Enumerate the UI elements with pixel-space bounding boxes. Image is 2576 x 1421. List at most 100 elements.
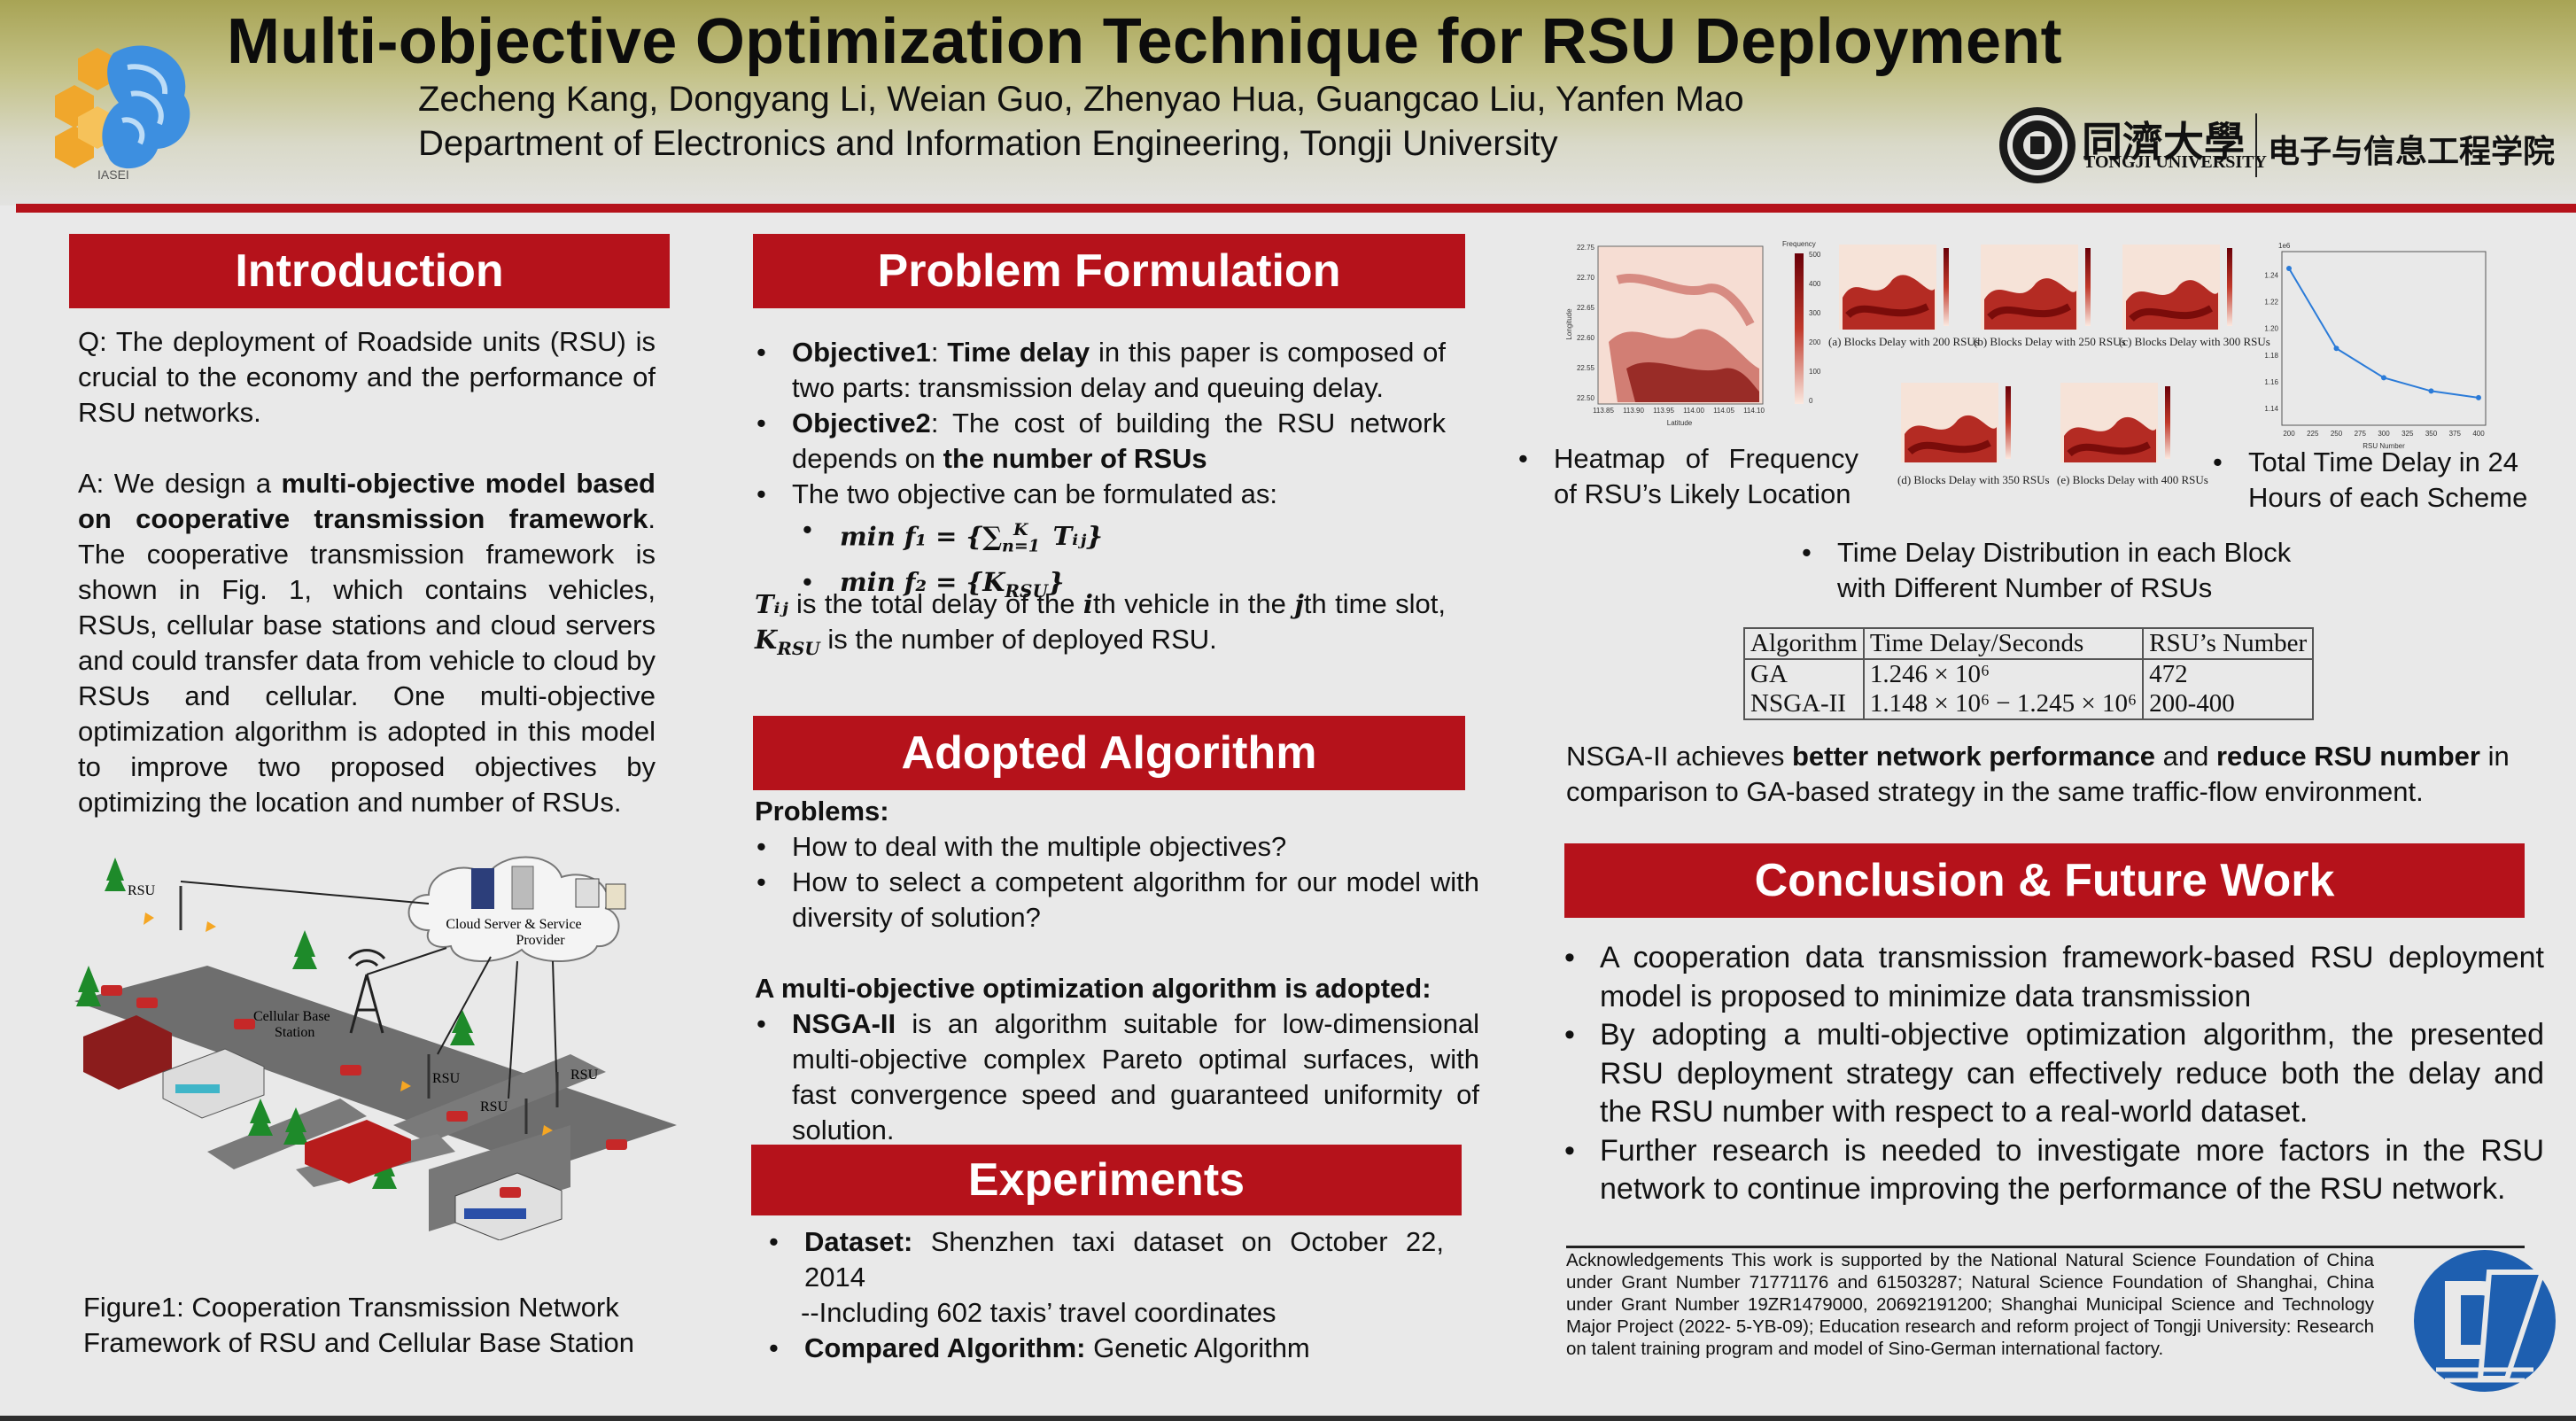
def-t: Tᵢⱼ [755, 589, 788, 619]
line-chart-x-tick: 400 [2472, 430, 2485, 438]
heatmap-colorbar-tick: 100 [1809, 368, 1821, 376]
def-k-sub: RSU [777, 638, 820, 660]
logo-divider [2255, 113, 2257, 177]
delay-data-point [2428, 388, 2434, 394]
dataset-sub: --Including 602 taxis’ travel coordinate… [801, 1297, 1276, 1328]
heatmap-lon-tick: 114.00 [1683, 407, 1704, 415]
heatmap-lon-tick: 114.10 [1743, 407, 1765, 415]
acknowledgement: Acknowledgements This work is supported … [1566, 1250, 2374, 1359]
compared-item: Compared Algorithm: Genetic Algorithm [767, 1331, 1444, 1366]
objective1-item: Objective1: Time delay in this paper is … [755, 335, 1446, 406]
formula-f2: min f₂ = {KRSU} [755, 564, 1446, 609]
total-delay-line-chart: 1e6 1.24 1.22 1.20 1.18 1.16 1.14 200 225 250 27… [2264, 242, 2487, 450]
conclusion-list: A cooperation data transmission framewor… [1563, 939, 2544, 1209]
def-i: i [1082, 589, 1093, 619]
conclusion-item-1: A cooperation data transmission framewor… [1563, 939, 2544, 1016]
heatmap-colorbar-tick: 500 [1809, 251, 1821, 259]
delay-data-point [2286, 266, 2292, 272]
summary-post: in comparison to GA-based strategy in th… [1566, 741, 2510, 807]
caption-e: (e) Blocks Delay with 400 RSUs [2057, 473, 2208, 486]
delay-data-point [2476, 394, 2481, 400]
heatmap-colorbar-label: Frequency [1782, 240, 1816, 248]
heatmap-colorbar-tick: 200 [1809, 338, 1821, 346]
problems-label: Problems: [755, 796, 889, 827]
heatmap-colorbar-ticks: 500 400 300 200 100 0 [1809, 251, 1821, 405]
heatmap-xlabel: Latitude [1667, 419, 1693, 427]
objective2-bold: the number of RSUs [943, 443, 1207, 474]
intro-answer-prefix: A: We design a [78, 468, 282, 499]
heatmap-lat-tick: 22.65 [1577, 304, 1595, 312]
table-header-cell: RSU’s Number [2142, 627, 2315, 660]
nsga-item: NSGA-II is an algorithm suitable for low… [755, 1006, 1479, 1148]
variable-definition: Tᵢⱼ is the total delay of the ith vehicl… [755, 586, 1446, 666]
heatmap-lon-tick: 114.05 [1713, 407, 1734, 415]
summary-mid: and [2154, 741, 2216, 772]
heatmap-lat-ticks: 22.75 22.70 22.65 22.60 22.55 22.50 [1577, 244, 1595, 402]
table-header-cell: Time Delay/Seconds [1862, 627, 2145, 660]
f2-lhs: min f₂ = {K [840, 566, 1005, 597]
objectives-list: Objective1: Time delay in this paper is … [755, 335, 1446, 512]
intro-answer-rest: . The cooperative transmission framework… [78, 503, 656, 818]
objective1-bold: Time delay [947, 337, 1090, 368]
tongji-name-en: TONGJI UNIVERSITY [2083, 152, 2267, 172]
iasei-logo-icon: IASEI [55, 45, 190, 182]
table-cell: 1.148 × 10⁶ − 1.245 × 10⁶ [1862, 689, 2145, 720]
authors: Zecheng Kang, Dongyang Li, Weian Guo, Zh… [418, 80, 1744, 119]
heatmap-bullet: Heatmap of Frequency of RSU’s Likely Loc… [1517, 441, 1858, 512]
caption-b: (b) Blocks Delay with 250 RSUs [1974, 335, 2126, 348]
objective2-item: Objective2: The cost of building the RSU… [755, 406, 1446, 477]
table-cell: NSGA-II [1743, 689, 1865, 720]
heatmap-colorbar-tick: 400 [1809, 280, 1821, 288]
dataset-text: Shenzhen taxi dataset on October 22, 201… [804, 1226, 1444, 1293]
delay-series-points [2286, 266, 2481, 400]
heatmap-lat-tick: 22.60 [1577, 334, 1595, 342]
heatmap-lon-tick: 113.95 [1653, 407, 1674, 415]
delay-data-point [2333, 346, 2339, 352]
fig1-rsu-label-3: RSU [480, 1099, 508, 1114]
f1-sup: K [1013, 520, 1028, 540]
intro-answer-bold: multi-objective model based on cooperati… [78, 468, 656, 534]
objective1-label: Objective1 [792, 337, 931, 368]
objective1-rest: in this paper is composed of two parts: … [792, 337, 1446, 403]
heatmap-lat-tick: 22.55 [1577, 364, 1595, 372]
heatmap-ylabel: Longitude [1565, 308, 1573, 340]
dataset-item: Dataset: Shenzhen taxi dataset on Octobe… [767, 1224, 1444, 1295]
heatmap-lon-ticks: 113.85 113.90 113.95 114.00 114.05 114.10 [1593, 407, 1765, 415]
adopted-label: A multi-objective optimization algorithm… [755, 973, 1432, 1004]
objective2-label: Objective2 [792, 408, 931, 439]
adopted-algorithm-heading: Adopted Algorithm [753, 716, 1465, 790]
summary-bold-2: reduce RSU number [2215, 741, 2480, 772]
lab-logo-icon [2414, 1250, 2556, 1392]
heatmap-colorbar-tick: 300 [1809, 309, 1821, 317]
f1-lhs: min f₁ = { [840, 521, 983, 552]
def-end: is the number of deployed RSU. [819, 624, 1217, 655]
school-name-cn: 电子与信息工程学院 [2268, 134, 2556, 170]
line-chart-x-tick: 375 [2449, 430, 2462, 438]
table-cell: 472 [2142, 658, 2315, 689]
problem-item-1: How to deal with the multiple objectives… [755, 829, 1479, 865]
def-mid1: is the total delay of the [788, 588, 1083, 619]
caption-d: (d) Blocks Delay with 350 RSUs [1897, 473, 2050, 486]
experiments-heading: Experiments [751, 1145, 1462, 1215]
line-chart-y-tick: 1.16 [2264, 378, 2278, 386]
nsga-bold: NSGA-II [792, 1008, 896, 1039]
table-row: GA 1.246 × 10⁶ 472 [1743, 658, 2315, 689]
header-red-divider [16, 204, 2576, 213]
line-chart-x-tick: 250 [2331, 430, 2343, 438]
formulated-item: The two objective can be formulated as: [755, 477, 1446, 512]
line-chart-x-tick: 200 [2283, 430, 2295, 438]
table-cell: GA [1743, 658, 1865, 689]
summary-pre: NSGA-II achieves [1566, 741, 1792, 772]
fig1-rsu-label-1: RSU [128, 883, 156, 898]
block-delay-maps: (a) Blocks Delay with 200 RSUs (b) Block… [1828, 245, 2270, 486]
objective2-rest: : The cost of building the RSU network d… [792, 408, 1446, 474]
cooperation-framework-figure: Cloud Server & Service Provider [74, 856, 677, 1240]
experiments-list: Dataset: Shenzhen taxi dataset on Octobe… [767, 1224, 1444, 1295]
line-chart-y-tick: 1.18 [2264, 352, 2278, 360]
formula-list: min f₁ = {∑n=1K Tᵢⱼ} min f₂ = {KRSU} [755, 512, 1446, 609]
table-header-row: Algorithm Time Delay/Seconds RSU’s Numbe… [1743, 627, 2315, 660]
def-mid2: th vehicle in the [1092, 588, 1295, 619]
f2-close: } [1047, 566, 1065, 597]
